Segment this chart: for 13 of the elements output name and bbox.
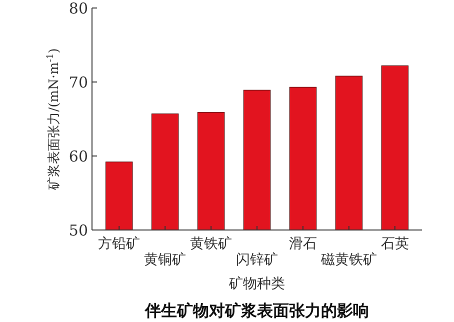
x-tick-label: 磁黄铁矿 — [320, 252, 377, 268]
y-tick-label: 80 — [68, 0, 88, 18]
y-tick-label: 60 — [68, 147, 88, 166]
y-tick-label: 50 — [68, 221, 88, 240]
text: 伴生矿物对矿浆表面张力的影响 — [144, 301, 369, 320]
x-tick-label: 滑石 — [288, 236, 317, 252]
y-tick-label: 70 — [68, 73, 88, 92]
x-tick-label: 黄铜矿 — [144, 252, 186, 268]
x-tick-label: 闪锌矿 — [236, 252, 278, 268]
x-tick-label: 方铅矿 — [98, 236, 140, 252]
x-axis-title: 矿物种类 — [228, 276, 285, 292]
x-tick-label: 黄铁矿 — [190, 236, 232, 252]
x-tick-label: 石英 — [380, 236, 409, 252]
